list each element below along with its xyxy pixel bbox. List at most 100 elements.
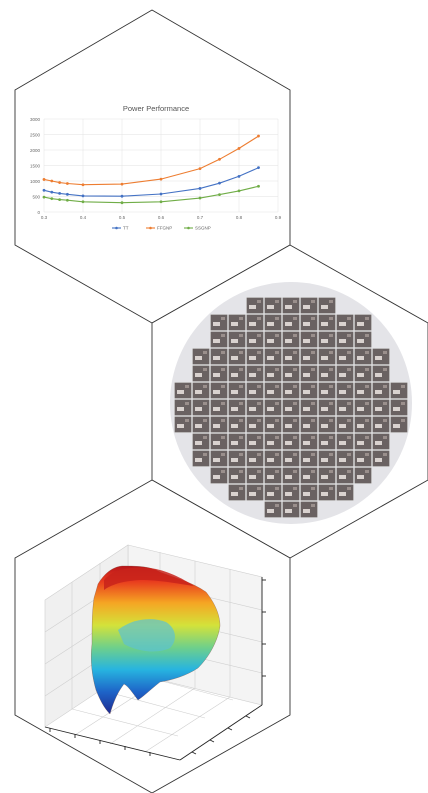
wafer-die [192, 450, 210, 467]
chart-series-group [42, 134, 260, 205]
chart-x-tick-label: 0.6 [158, 215, 165, 220]
wafer-die [264, 399, 282, 416]
chart-point-ssgnp [218, 193, 221, 197]
wafer-die [318, 467, 336, 484]
wafer-die [282, 382, 300, 399]
wafer-die [336, 365, 354, 382]
wafer-die [210, 348, 228, 365]
chart-y-tick-label: 1500 [30, 163, 41, 168]
wafer-die [282, 467, 300, 484]
wafer-die [228, 331, 246, 348]
wafer-die [318, 433, 336, 450]
wafer-die [192, 382, 210, 399]
wafer-die [246, 433, 264, 450]
wafer-die [246, 297, 264, 314]
wafer-die [300, 348, 318, 365]
wafer-die [390, 416, 408, 433]
chart-point-ffgnp [120, 182, 124, 186]
chart-x-tick-label: 0.5 [119, 215, 126, 220]
chart-point-tt [42, 188, 46, 192]
chart-point-ssgnp [120, 201, 124, 205]
wafer-die [228, 348, 246, 365]
chart-point-ssgnp [50, 197, 54, 201]
wafer-die [336, 416, 354, 433]
wafer-die [318, 450, 336, 467]
wafer-die [354, 331, 372, 348]
wafer-die [336, 348, 354, 365]
wafer-die [264, 416, 282, 433]
wafer-die [354, 382, 372, 399]
wafer-die [318, 365, 336, 382]
legend-marker-tt [115, 226, 118, 230]
chart-point-tt [120, 194, 124, 198]
wafer-die [192, 416, 210, 433]
chart-point-tt [159, 192, 163, 196]
wafer-die [354, 365, 372, 382]
chart-y-tick-label: 500 [32, 194, 40, 199]
wafer-die [336, 382, 354, 399]
wafer-panel [151, 244, 428, 559]
chart-x-tick-label: 0.3 [41, 215, 48, 220]
wafer-die [210, 399, 228, 416]
wafer-die [246, 365, 264, 382]
chart-point-ssgnp [159, 200, 163, 204]
chart-point-ssgnp [257, 184, 260, 188]
chart-point-ffgnp [50, 179, 54, 183]
wafer-die [192, 399, 210, 416]
wafer-die [282, 433, 300, 450]
wafer-die [210, 365, 228, 382]
wafer-die [336, 484, 354, 501]
chart-legend: TT FFGNP SSGNP [112, 226, 211, 231]
chart-point-ssgnp [58, 198, 61, 202]
surface-panel [14, 479, 291, 793]
chart-y-tick-label: 1000 [30, 179, 41, 184]
wafer-die [282, 450, 300, 467]
wafer-die [282, 297, 300, 314]
wafer-die [300, 382, 318, 399]
wafer-die [264, 467, 282, 484]
chart-point-ffgnp [237, 147, 241, 150]
wafer-die [300, 365, 318, 382]
legend-marker-ffgnp [149, 226, 152, 230]
chart-x-tick-label: 0.4 [80, 215, 87, 220]
wafer-die [282, 348, 300, 365]
chart-y-tick-label: 2500 [30, 132, 41, 137]
chart-point-ffgnp [58, 181, 61, 184]
wafer-die [174, 416, 192, 433]
wafer-die [264, 501, 282, 518]
wafer-die [300, 467, 318, 484]
chart-title: Power Performance [123, 104, 189, 113]
chart-point-tt [50, 190, 54, 194]
wafer-die [246, 399, 264, 416]
wafer-die [228, 314, 246, 331]
chart-point-ssgnp [237, 189, 241, 193]
chart-point-ffgnp [218, 157, 221, 161]
wafer-die [354, 416, 372, 433]
surface-plot-dip [118, 619, 175, 652]
wafer-die [228, 484, 246, 501]
wafer-die [336, 331, 354, 348]
chart-panel: Power Performance 0 500 1000 1500 2000 2500 30… [14, 9, 291, 324]
chart-point-tt [198, 187, 202, 190]
wafer-die [300, 331, 318, 348]
chart-point-ffgnp [257, 134, 260, 138]
wafer-die [282, 484, 300, 501]
wafer-die [264, 433, 282, 450]
wafer-die [354, 348, 372, 365]
wafer-die [228, 450, 246, 467]
wafer-die [264, 484, 282, 501]
wafer-die [318, 382, 336, 399]
wafer-die [210, 467, 228, 484]
wafer-die [318, 331, 336, 348]
wafer-die [192, 348, 210, 365]
wafer-die [228, 382, 246, 399]
surface-plot-peak [104, 567, 194, 590]
chart-x-tick-label: 0.8 [236, 215, 243, 220]
legend-marker-ssgnp [187, 226, 190, 230]
wafer-die [336, 450, 354, 467]
wafer-die [228, 433, 246, 450]
wafer-die [228, 467, 246, 484]
wafer-die [210, 314, 228, 331]
wafer-die [264, 348, 282, 365]
wafer-die [372, 348, 390, 365]
